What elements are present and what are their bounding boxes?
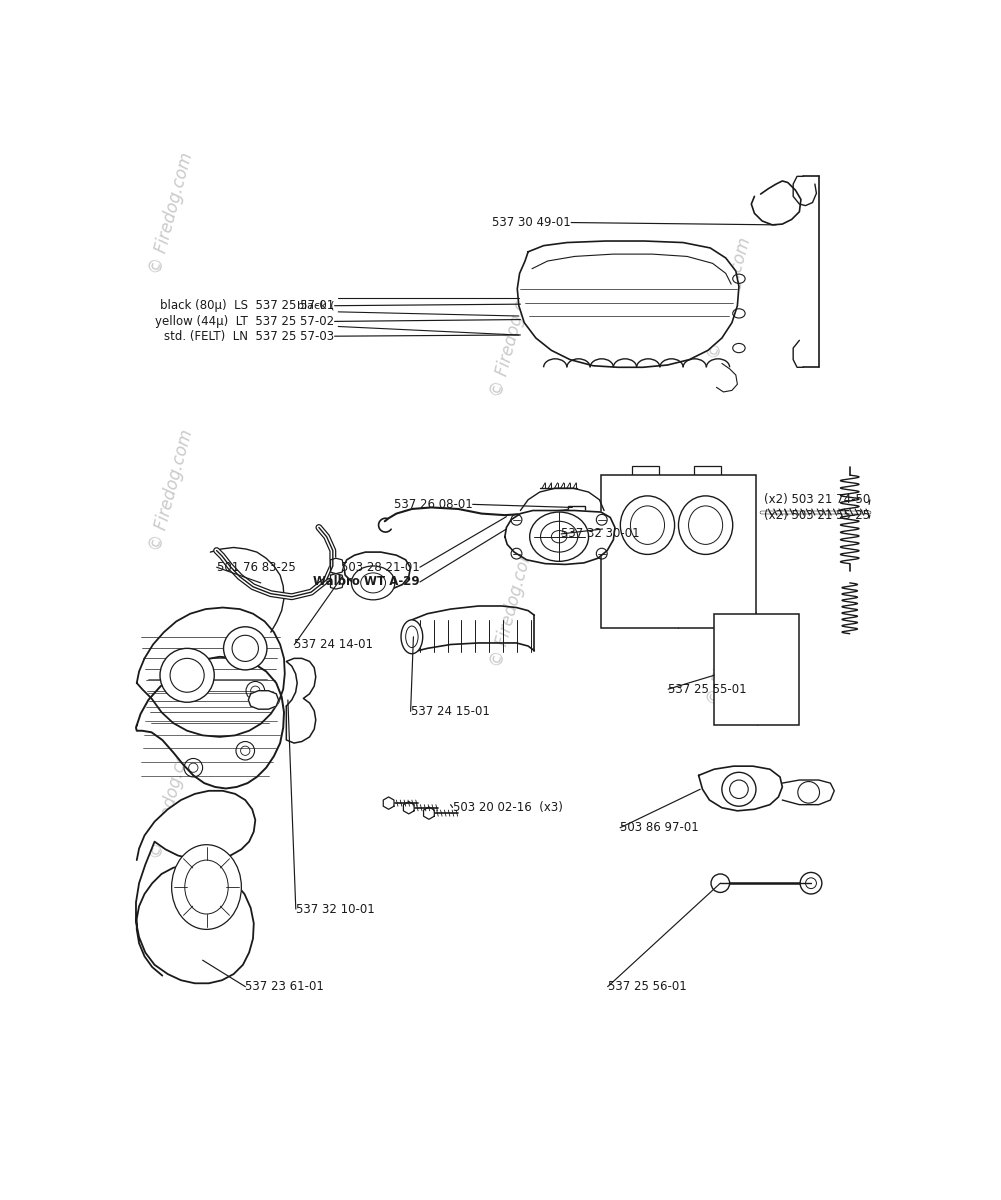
Text: 537 26 08-01: 537 26 08-01 bbox=[394, 498, 472, 511]
Text: yellow (44μ)  LT  537 25 57-02: yellow (44μ) LT 537 25 57-02 bbox=[155, 314, 334, 328]
Text: 503 20 02-16  (x3): 503 20 02-16 (x3) bbox=[452, 800, 563, 814]
Text: 503 86 97-01: 503 86 97-01 bbox=[620, 821, 699, 834]
Ellipse shape bbox=[405, 626, 418, 648]
Text: 537 32 30-01: 537 32 30-01 bbox=[562, 528, 640, 540]
Polygon shape bbox=[518, 241, 739, 367]
Ellipse shape bbox=[185, 860, 228, 914]
Bar bbox=[601, 475, 756, 628]
Text: 537 32 10-01: 537 32 10-01 bbox=[296, 902, 374, 916]
Text: © Firedog.com: © Firedog.com bbox=[487, 274, 538, 400]
Text: 537 25 55-01: 537 25 55-01 bbox=[669, 683, 747, 696]
Ellipse shape bbox=[171, 845, 241, 930]
Ellipse shape bbox=[621, 496, 675, 554]
Text: © Firedog.com: © Firedog.com bbox=[147, 150, 196, 276]
Ellipse shape bbox=[800, 872, 822, 894]
Polygon shape bbox=[699, 766, 783, 811]
Ellipse shape bbox=[401, 620, 422, 654]
Polygon shape bbox=[752, 181, 801, 224]
Ellipse shape bbox=[351, 566, 394, 600]
Text: (x2) 503 21 55-25: (x2) 503 21 55-25 bbox=[764, 509, 870, 522]
Polygon shape bbox=[137, 607, 284, 737]
Text: Walbro WT A-29: Walbro WT A-29 bbox=[313, 576, 420, 588]
Ellipse shape bbox=[170, 659, 204, 692]
Polygon shape bbox=[403, 802, 414, 814]
Ellipse shape bbox=[223, 626, 267, 670]
Text: 537 24 14-01: 537 24 14-01 bbox=[294, 638, 373, 652]
Polygon shape bbox=[423, 806, 434, 820]
Bar bbox=[569, 506, 586, 515]
Polygon shape bbox=[136, 656, 284, 788]
Polygon shape bbox=[286, 659, 315, 743]
Ellipse shape bbox=[722, 773, 756, 806]
Text: (x2) 503 21 74-50: (x2) 503 21 74-50 bbox=[764, 493, 870, 506]
Ellipse shape bbox=[806, 878, 817, 888]
Ellipse shape bbox=[711, 874, 730, 893]
Text: std. (FELT)  LN  537 25 57-03: std. (FELT) LN 537 25 57-03 bbox=[164, 330, 334, 343]
Bar bbox=[714, 613, 800, 725]
Ellipse shape bbox=[232, 635, 258, 661]
Ellipse shape bbox=[360, 572, 385, 593]
Polygon shape bbox=[330, 574, 343, 589]
Text: 537 23 61-01: 537 23 61-01 bbox=[245, 980, 324, 994]
Polygon shape bbox=[383, 797, 394, 809]
Ellipse shape bbox=[541, 521, 578, 552]
Text: 503 28 21-01: 503 28 21-01 bbox=[341, 560, 420, 574]
Ellipse shape bbox=[552, 530, 567, 542]
Text: black (80μ)  LS  537 25 57-01: black (80μ) LS 537 25 57-01 bbox=[160, 299, 334, 312]
Ellipse shape bbox=[160, 648, 214, 702]
Text: © Firedog.com: © Firedog.com bbox=[487, 544, 538, 668]
Text: © Firedog.com: © Firedog.com bbox=[147, 427, 196, 553]
Polygon shape bbox=[136, 791, 255, 983]
Polygon shape bbox=[783, 780, 834, 805]
Text: © Firedog.com: © Firedog.com bbox=[705, 582, 755, 707]
Text: © Firedog.com: © Firedog.com bbox=[147, 736, 196, 862]
Polygon shape bbox=[505, 510, 615, 564]
Text: 537 24 15-01: 537 24 15-01 bbox=[410, 704, 489, 718]
Polygon shape bbox=[343, 552, 410, 590]
Ellipse shape bbox=[689, 506, 723, 545]
Ellipse shape bbox=[679, 496, 733, 554]
Polygon shape bbox=[248, 691, 278, 709]
Text: black (: black ( bbox=[297, 301, 334, 311]
Bar bbox=[632, 466, 659, 476]
Ellipse shape bbox=[530, 512, 589, 562]
Ellipse shape bbox=[631, 506, 665, 545]
Text: © Firedog.com: © Firedog.com bbox=[705, 235, 755, 361]
Bar bbox=[694, 466, 721, 476]
Text: 537 30 49-01: 537 30 49-01 bbox=[492, 216, 572, 229]
Text: 537 25 56-01: 537 25 56-01 bbox=[608, 980, 687, 994]
Ellipse shape bbox=[730, 780, 748, 798]
Text: 501 76 83-25: 501 76 83-25 bbox=[216, 560, 295, 574]
Polygon shape bbox=[330, 558, 343, 574]
